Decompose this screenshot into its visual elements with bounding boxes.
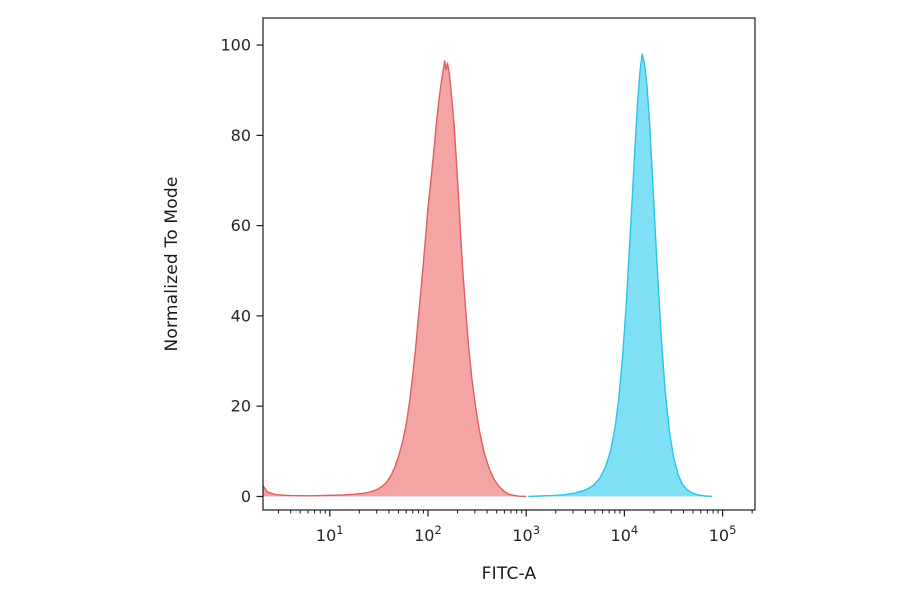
y-tick-label: 100 [220,36,251,55]
red-control-peak-outline [263,60,527,498]
plot-border [262,17,756,511]
x-axis-label: FITC-A [481,564,537,584]
y-tick-label: 60 [231,216,251,235]
y-tick-label: 20 [231,397,251,416]
y-axis-label: Normalized To Mode [162,176,182,352]
y-tick-label: 80 [231,126,251,145]
x-tick-label: 101 [316,523,344,545]
y-tick-label: 0 [241,487,251,506]
cyan-stained-peak-area [528,54,712,497]
x-tick-label: 102 [414,523,442,545]
y-tick-label: 40 [231,306,251,325]
red-control-peak-area [263,60,527,497]
x-tick-label: 103 [512,523,540,545]
x-tick-label: 104 [611,523,639,545]
x-tick-label: 105 [709,523,737,545]
cyan-stained-peak-outline [528,53,713,498]
